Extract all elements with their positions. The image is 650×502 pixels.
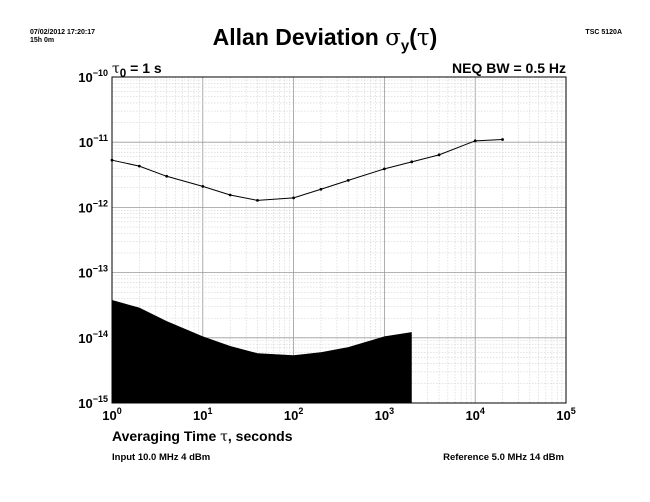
y-tick-label-exponent: −14 <box>93 329 108 339</box>
x-tick-label-exponent: 1 <box>208 406 213 416</box>
neq-bandwidth: NEQ BW = 0.5 Hz <box>452 60 566 76</box>
x-tick-label-base: 10 <box>284 408 298 423</box>
tau0-value: = 1 s <box>126 60 162 76</box>
chart-title: Allan Deviation σy(τ) <box>0 24 650 55</box>
instrument-model: TSC 5120A <box>585 29 622 36</box>
x-tick-label-base: 10 <box>375 408 389 423</box>
x-tick-label-exponent: 5 <box>571 406 576 416</box>
title-subscript: y <box>400 37 410 55</box>
data-point <box>437 153 441 157</box>
title-text: Allan Deviation <box>212 24 386 50</box>
x-axis-label: Averaging Time τ, seconds <box>112 428 293 445</box>
data-point <box>292 196 295 200</box>
y-tick-label-base: 10 <box>78 70 92 85</box>
y-tick-label-exponent: −13 <box>93 264 108 274</box>
input-signal-note: Input 10.0 MHz 4 dBm <box>112 452 211 463</box>
data-point <box>228 193 232 197</box>
reference-signal-note: Reference 5.0 MHz 14 dBm <box>443 452 564 463</box>
data-point <box>410 160 414 164</box>
grid <box>112 77 566 403</box>
x-tick-label-exponent: 4 <box>480 406 485 416</box>
x-tick-label: 103 <box>375 406 394 423</box>
y-tick-label-exponent: −10 <box>93 68 108 78</box>
y-tick-label: 10−14 <box>78 329 108 346</box>
timestamp-date: 07/02/2012 17:20:17 <box>30 29 95 36</box>
x-tick-label: 102 <box>284 406 303 423</box>
y-tick-label-exponent: −11 <box>93 133 108 143</box>
plot-frame <box>111 76 567 404</box>
data-point <box>319 187 323 191</box>
data-point <box>473 139 477 143</box>
x-tick-label: 101 <box>193 406 212 423</box>
title-paren-open: ( <box>409 24 417 50</box>
x-label-tau: τ <box>220 429 228 445</box>
allan-deviation-line <box>111 139 503 201</box>
tau0-subscript: 0 <box>119 66 127 80</box>
y-tick-label-base: 10 <box>78 396 92 411</box>
title-tau-symbol: τ <box>416 25 430 51</box>
data-point <box>501 138 504 141</box>
tau0-annotation: τ0 = 1 s <box>112 60 162 80</box>
data-point <box>165 174 169 178</box>
x-tick-label-base: 10 <box>465 408 479 423</box>
x-tick-label: 104 <box>465 406 484 423</box>
noise-floor-area <box>112 300 412 403</box>
data-point <box>383 167 386 171</box>
x-tick-label-exponent: 0 <box>117 406 122 416</box>
y-tick-label-base: 10 <box>78 266 92 281</box>
title-paren-close: ) <box>429 24 438 50</box>
x-tick-label: 100 <box>102 406 121 423</box>
x-tick-label-exponent: 3 <box>389 406 394 416</box>
tau0-symbol: τ <box>112 61 120 77</box>
y-tick-label-base: 10 <box>79 135 93 150</box>
x-tick-label-base: 10 <box>193 408 207 423</box>
x-tick-label-exponent: 2 <box>298 406 303 416</box>
data-point <box>346 178 350 182</box>
x-tick-label-base: 10 <box>102 408 116 423</box>
y-tick-label: 10−11 <box>79 133 108 150</box>
y-tick-label-exponent: −15 <box>93 394 108 404</box>
timestamp: 07/02/2012 17:20:17 15h 0m <box>30 29 95 45</box>
timestamp-duration: 15h 0m <box>30 37 55 44</box>
sigma-symbol: σ <box>385 25 401 51</box>
x-label-suffix: , seconds <box>227 428 293 444</box>
y-tick-label: 10−15 <box>78 394 108 411</box>
x-tick-label-base: 10 <box>556 408 570 423</box>
data-point <box>137 164 141 168</box>
y-tick-label: 10−13 <box>78 264 108 281</box>
y-tick-label-base: 10 <box>78 200 92 215</box>
data-point <box>201 184 205 188</box>
y-tick-label-exponent: −12 <box>93 198 108 208</box>
data-point <box>256 199 259 202</box>
x-label-prefix: Averaging Time <box>112 428 221 444</box>
x-tick-label: 105 <box>556 406 575 423</box>
y-tick-label: 10−12 <box>78 198 108 215</box>
y-tick-label: 10−10 <box>78 68 108 85</box>
y-tick-label-base: 10 <box>78 331 92 346</box>
